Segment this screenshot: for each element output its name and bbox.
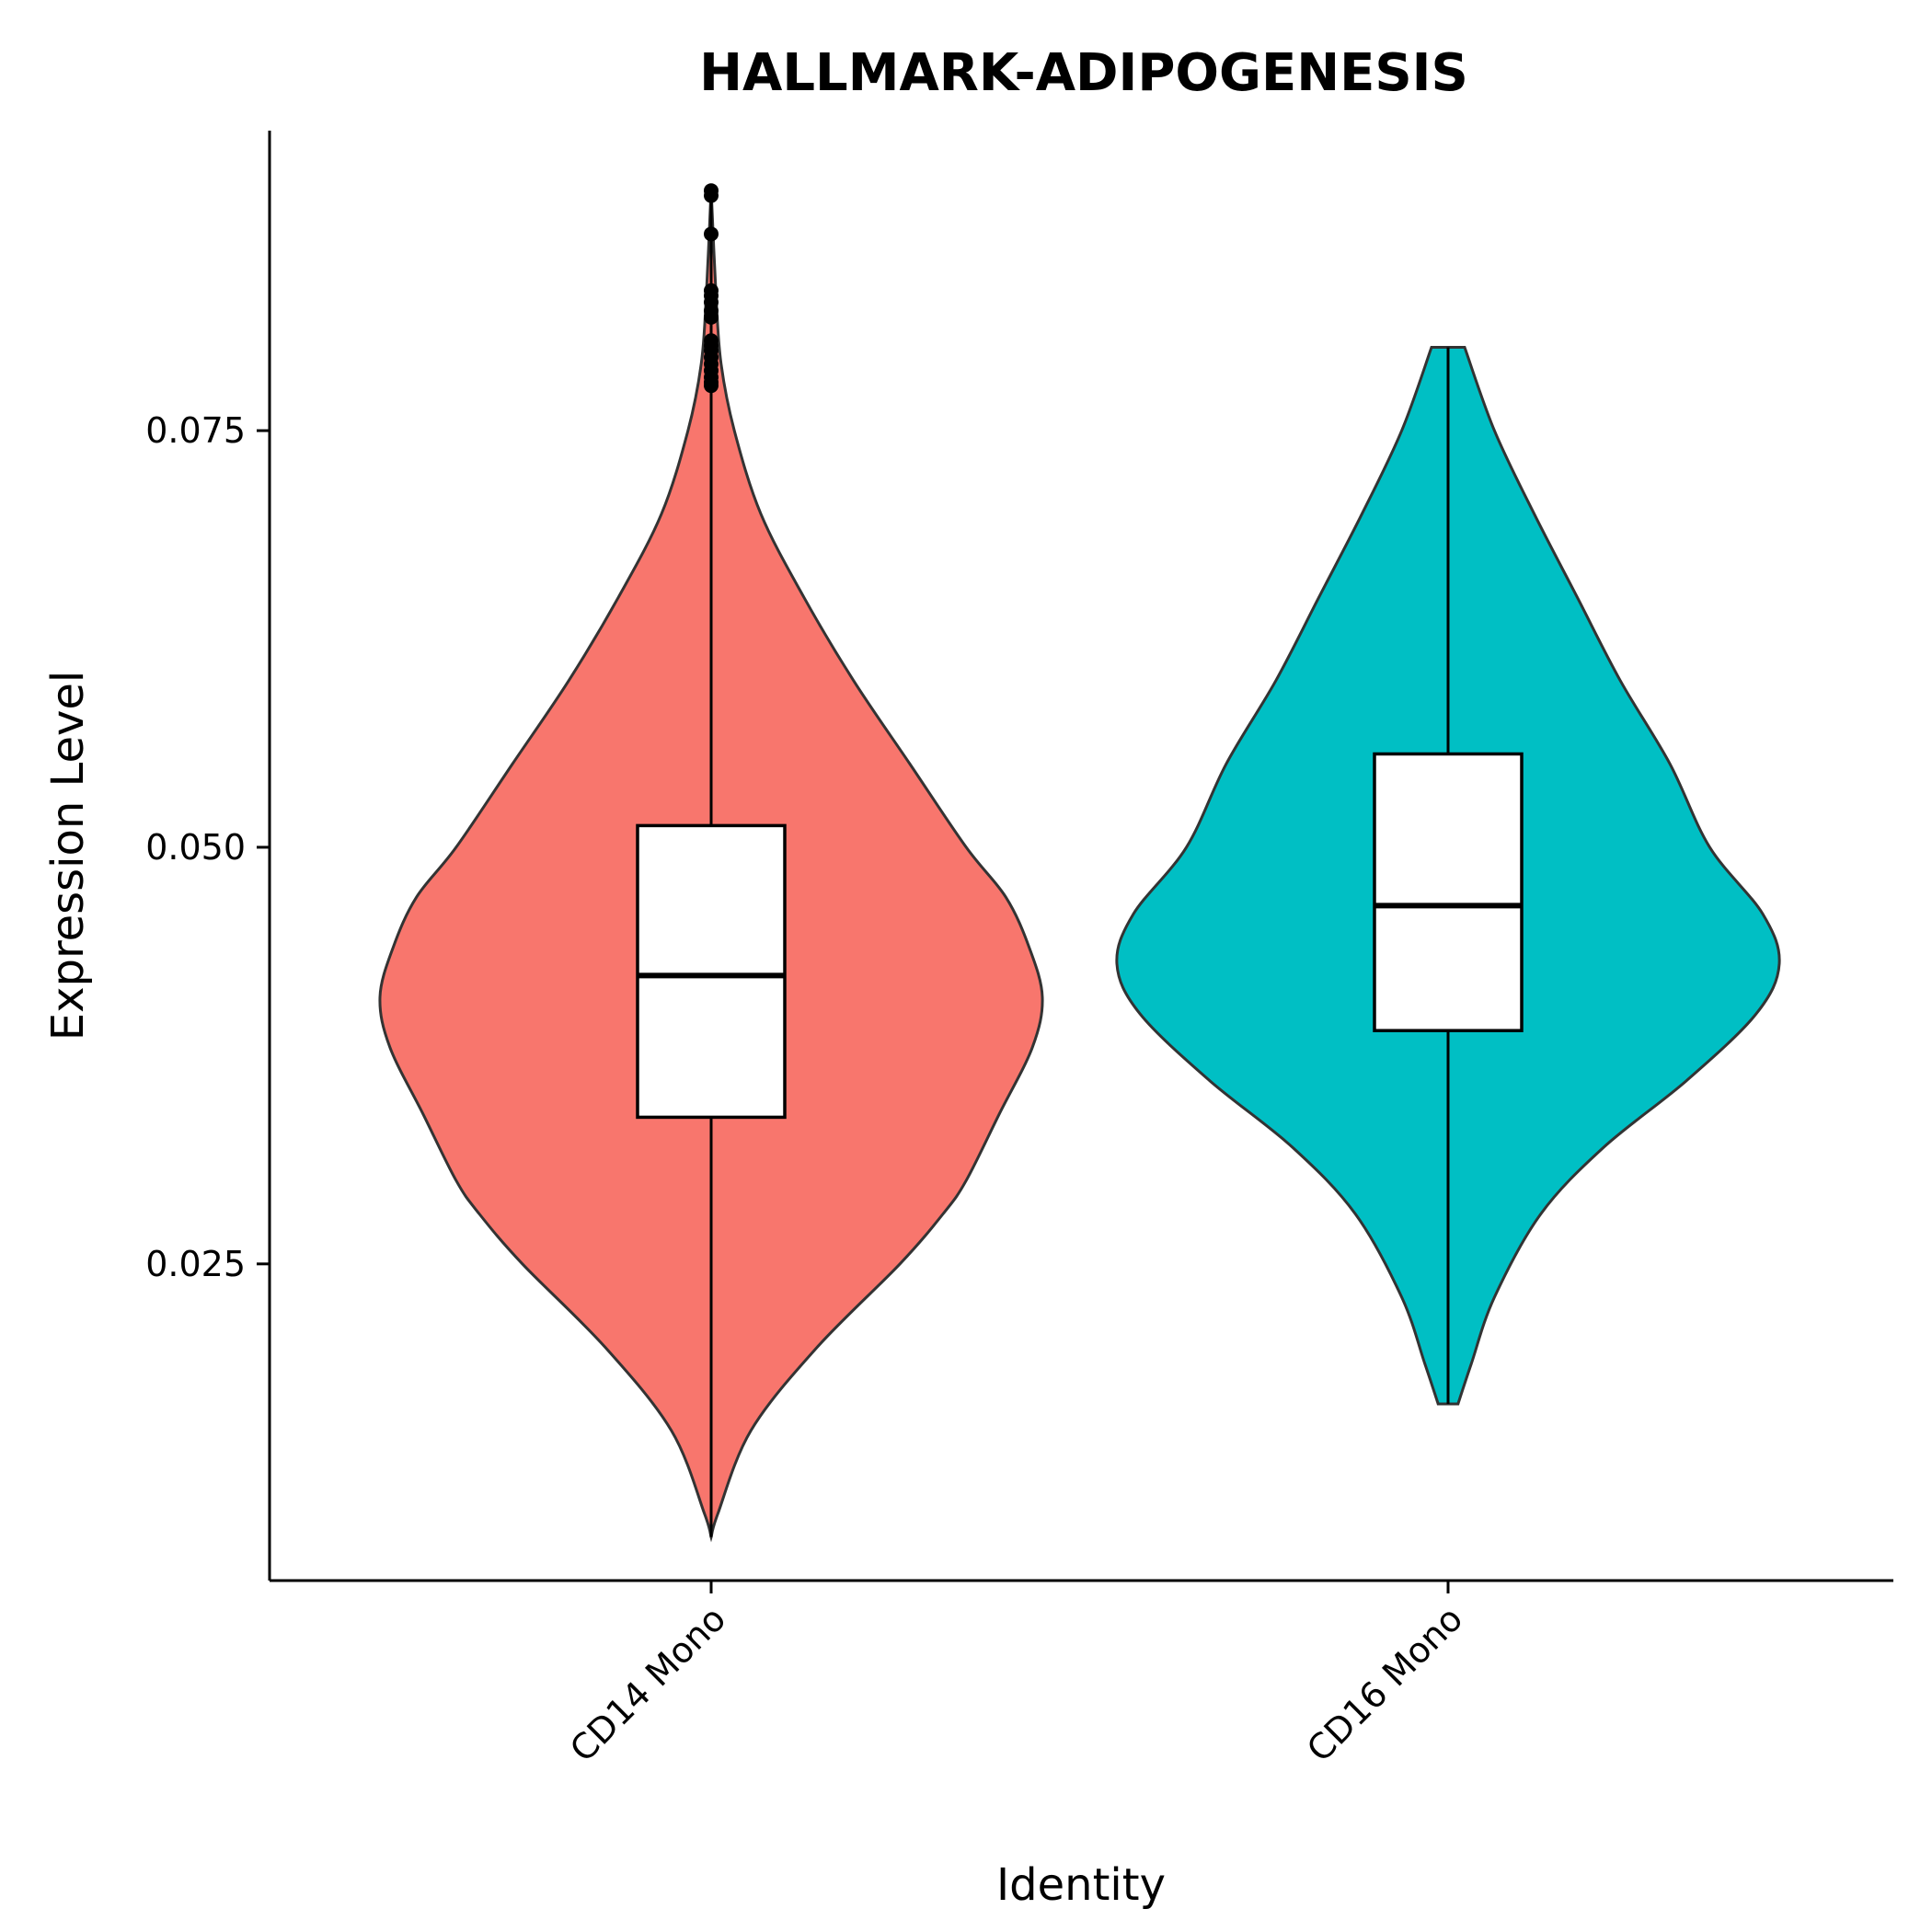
- box-iqr: [636, 823, 787, 1120]
- outlier-point: [704, 226, 719, 242]
- chart-title: HALLMARK-ADIPOGENESIS: [699, 43, 1468, 103]
- y-tick-label: 0.075: [145, 410, 246, 451]
- outlier-point: [704, 333, 719, 349]
- y-tick-label: 0.025: [145, 1244, 246, 1284]
- outlier-point: [704, 282, 719, 298]
- violin-group: [378, 183, 1044, 1543]
- violin-group: [1115, 346, 1781, 1406]
- y-tick-label: 0.050: [145, 827, 246, 868]
- box-iqr: [1373, 752, 1524, 1032]
- y-axis-label: Expression Level: [42, 671, 94, 1041]
- outlier-point: [704, 183, 719, 199]
- x-axis-label: Identity: [996, 1859, 1166, 1911]
- violin-layer: [378, 183, 1781, 1543]
- y-ticks: 0.025 0.050 0.075: [145, 410, 270, 1284]
